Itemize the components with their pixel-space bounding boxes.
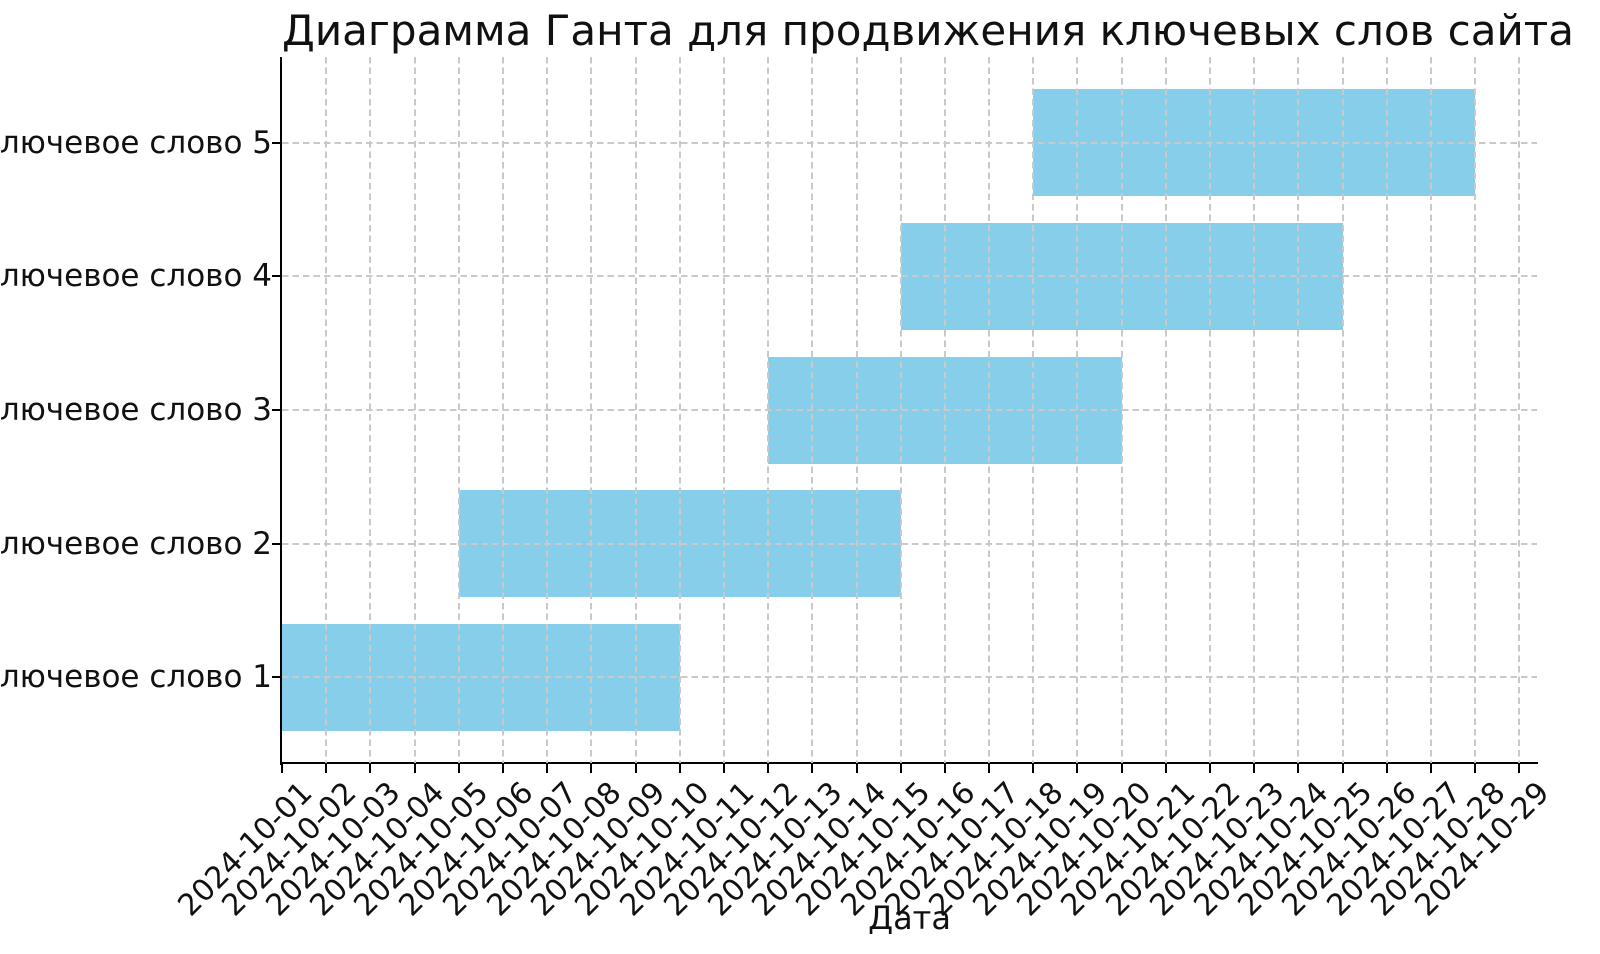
x-tick-mark <box>1429 764 1432 773</box>
x-axis-spine <box>280 762 1538 764</box>
x-axis-label: Дата <box>868 899 951 937</box>
y-tick-mark <box>272 141 281 144</box>
x-tick-mark <box>1385 764 1388 773</box>
y-gridline <box>282 676 1537 679</box>
y-tick-mark <box>272 676 281 679</box>
x-tick-mark <box>281 764 283 773</box>
x-tick-mark <box>1474 764 1477 773</box>
x-tick-mark <box>325 764 328 773</box>
x-tick-mark <box>899 764 902 773</box>
y-tick-label: Ключевое слово 2 <box>0 525 272 562</box>
y-tick-label: Ключевое слово 1 <box>0 659 272 696</box>
y-gridline <box>282 409 1537 411</box>
x-tick-mark <box>855 764 858 773</box>
y-tick-mark <box>272 409 281 411</box>
x-tick-mark <box>1341 764 1344 773</box>
x-tick-mark <box>811 764 814 773</box>
x-tick-mark <box>678 764 681 773</box>
x-tick-mark <box>1297 764 1300 773</box>
x-tick-mark <box>634 764 637 773</box>
y-tick-label: Ключевое слово 5 <box>0 124 272 161</box>
x-tick-mark <box>546 764 549 773</box>
x-tick-mark <box>1518 764 1521 773</box>
x-tick-mark <box>722 764 725 773</box>
x-tick-mark <box>1209 764 1211 773</box>
x-tick-mark <box>767 764 770 773</box>
y-tick-label: Ключевое слово 3 <box>0 392 272 428</box>
y-gridline <box>282 275 1537 278</box>
y-axis-spine <box>280 57 282 765</box>
x-tick-mark <box>502 764 504 773</box>
x-tick-mark <box>1120 764 1123 773</box>
y-tick-label: Ключевое слово 4 <box>0 258 272 295</box>
x-tick-mark <box>1032 764 1035 773</box>
x-tick-mark <box>943 764 946 773</box>
y-gridline <box>282 141 1537 144</box>
x-tick-mark <box>413 764 416 773</box>
x-tick-mark <box>1076 764 1079 773</box>
x-tick-mark <box>1253 764 1256 773</box>
x-tick-mark <box>988 764 990 773</box>
chart-title: Диаграмма Ганта для продвижения ключевых… <box>282 6 1574 55</box>
y-gridline <box>282 542 1537 545</box>
x-tick-mark <box>369 764 372 773</box>
y-tick-mark <box>272 542 281 545</box>
y-tick-mark <box>272 275 281 278</box>
x-tick-mark <box>457 764 460 773</box>
x-tick-mark <box>1164 764 1167 773</box>
x-tick-mark <box>590 764 593 773</box>
